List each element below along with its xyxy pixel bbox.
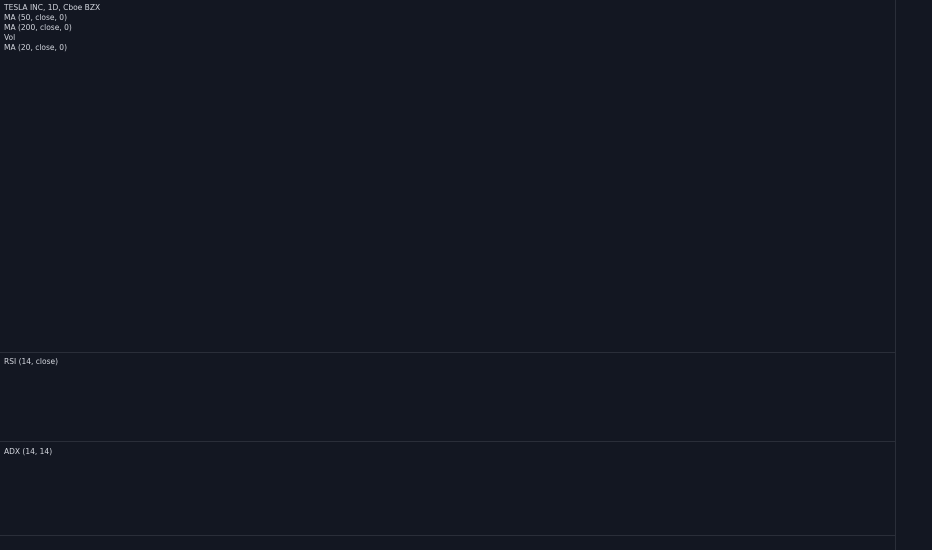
indicator-legend: MA (200, close, 0): [4, 23, 72, 32]
adx-title: ADX (14, 14): [4, 447, 52, 456]
indicator-legend: MA (20, close, 0): [4, 43, 67, 52]
indicator-legend: MA (50, close, 0): [4, 13, 67, 22]
symbol-title: TESLA INC, 1D, Cboe BZX: [3, 3, 100, 12]
price-axis: [896, 0, 932, 550]
rsi-title: RSI (14, close): [4, 357, 58, 366]
indicator-legend: Vol: [4, 33, 15, 42]
